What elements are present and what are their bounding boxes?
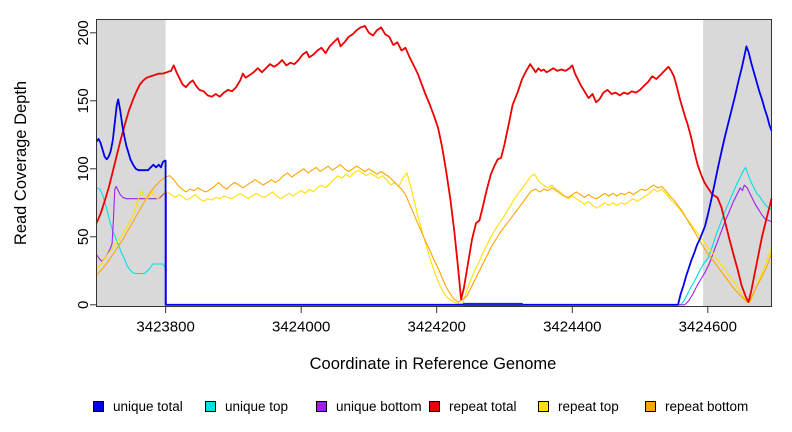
legend-swatch-repeat-total — [429, 401, 440, 412]
x-axis-tick-label: 3424000 — [272, 319, 330, 336]
y-axis-title: Read Coverage Depth — [12, 81, 30, 245]
y-axis-tick-label: 200 — [75, 20, 92, 45]
x-axis-title: Coordinate in Reference Genome — [310, 355, 557, 373]
x-axis-tick-label: 3423800 — [136, 319, 194, 336]
x-axis-tick-label: 3424200 — [407, 319, 465, 336]
legend: unique total unique top unique bottom repea… — [0, 399, 792, 423]
series-line-unique-total — [95, 45, 773, 306]
shaded-flank-region-1 — [96, 19, 166, 307]
plot-border — [96, 19, 772, 307]
legend-swatch-repeat-top — [538, 401, 549, 412]
legend-item-unique-total: unique total — [93, 399, 183, 414]
y-axis-tick-label: 100 — [75, 156, 92, 181]
series-line-unique-bottom — [96, 184, 772, 306]
y-axis-tick-label: 50 — [75, 228, 92, 245]
legend-label-unique-top: unique top — [225, 399, 289, 414]
legend-label-unique-total: unique total — [113, 399, 183, 414]
shaded-flank-region-2 — [703, 19, 772, 307]
y-axis-tick-label: 0 — [75, 301, 92, 309]
legend-item-repeat-total: repeat total — [429, 399, 517, 414]
series-line-repeat-total — [95, 25, 773, 304]
legend-label-repeat-total: repeat total — [449, 399, 517, 414]
legend-swatch-unique-top — [205, 401, 216, 412]
series-line-repeat-top — [96, 169, 773, 304]
plot-svg: 3423800 3424000 3424200 3424400 3424600 0 50 10… — [12, 19, 773, 373]
legend-item-unique-top: unique top — [205, 399, 288, 414]
legend-label-unique-bottom: unique bottom — [336, 399, 422, 414]
legend-swatch-repeat-bottom — [645, 401, 656, 412]
x-axis-tick-label: 3424600 — [679, 319, 737, 336]
legend-swatch-unique-total — [93, 401, 104, 412]
legend-item-unique-bottom: unique bottom — [316, 399, 422, 414]
series-line-repeat-bottom — [96, 164, 773, 303]
legend-item-repeat-bottom: repeat bottom — [645, 399, 748, 414]
series-line-unique-top — [96, 166, 772, 306]
chart-layers: 3423800 3424000 3424200 3424400 3424600 0 50 10… — [75, 19, 773, 336]
legend-label-repeat-bottom: repeat bottom — [665, 399, 749, 414]
legend-swatch-unique-bottom — [316, 401, 327, 412]
y-axis-tick-label: 150 — [75, 88, 92, 113]
legend-label-repeat-top: repeat top — [558, 399, 619, 414]
x-axis-tick-label: 3424400 — [543, 319, 601, 336]
legend-item-repeat-top: repeat top — [538, 399, 619, 414]
